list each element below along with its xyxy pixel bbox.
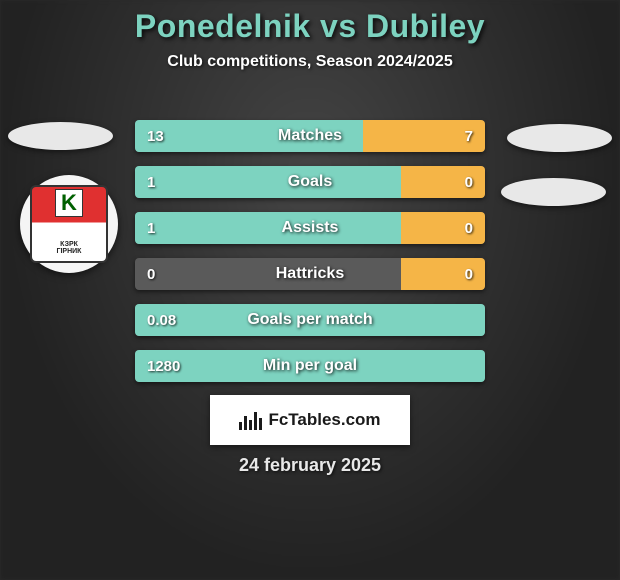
stat-value-left: 1 — [147, 212, 155, 244]
stat-row: 0.08Goals per match — [135, 304, 485, 336]
stat-value-right: 0 — [465, 166, 473, 198]
date-label: 24 february 2025 — [0, 455, 620, 476]
branding-text: FcTables.com — [268, 410, 380, 430]
comparison-infographic: Ponedelnik vs Dubiley Club competitions,… — [0, 0, 620, 580]
stats-bars: 137Matches10Goals10Assists00Hattricks0.0… — [135, 120, 485, 396]
badge-bottom-text: ГІРНИК — [57, 248, 82, 255]
page-title: Ponedelnik vs Dubiley — [0, 8, 620, 45]
branding-box: FcTables.com — [210, 395, 410, 445]
stat-value-left: 1 — [147, 166, 155, 198]
subtitle: Club competitions, Season 2024/2025 — [0, 53, 620, 71]
stat-value-right: 0 — [465, 258, 473, 290]
stat-row: 1280Min per goal — [135, 350, 485, 382]
stat-value-right: 0 — [465, 212, 473, 244]
stat-bar-left — [135, 350, 485, 382]
bar-chart-icon — [239, 410, 262, 430]
stat-bar-left — [135, 166, 401, 198]
stat-bar-left — [135, 304, 485, 336]
stat-row: 10Assists — [135, 212, 485, 244]
badge-letter: K — [55, 189, 83, 217]
stat-value-left: 1280 — [147, 350, 180, 382]
stat-value-right: 7 — [465, 120, 473, 152]
stat-value-left: 13 — [147, 120, 164, 152]
stat-bar-left — [135, 120, 363, 152]
stat-row: 00Hattricks — [135, 258, 485, 290]
stat-value-left: 0 — [147, 258, 155, 290]
badge-top-text: КЗРК — [60, 241, 78, 248]
club-badge: K КЗРК ГІРНИК — [20, 175, 118, 273]
stat-value-left: 0.08 — [147, 304, 176, 336]
stat-row: 137Matches — [135, 120, 485, 152]
stat-row: 10Goals — [135, 166, 485, 198]
player-photo-placeholder-left — [8, 122, 113, 150]
player-photo-placeholder-right-1 — [507, 124, 612, 152]
player-photo-placeholder-right-2 — [501, 178, 606, 206]
stat-bar-left — [135, 212, 401, 244]
